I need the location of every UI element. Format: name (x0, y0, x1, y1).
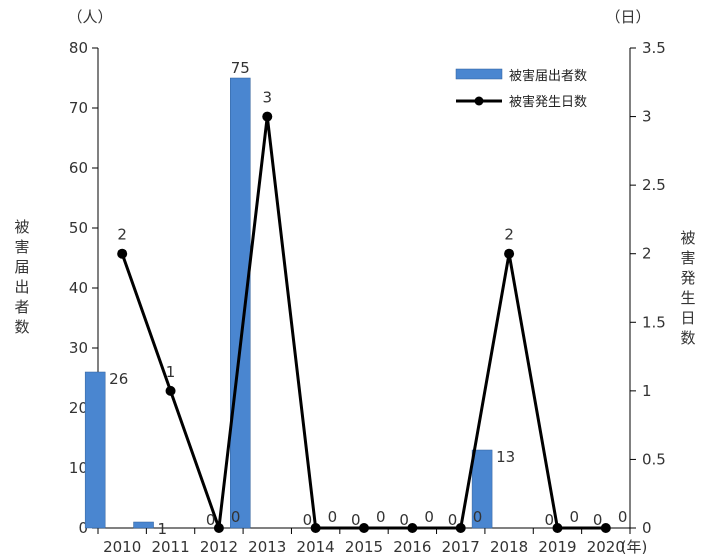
right-tick-label: 0 (642, 519, 652, 537)
line-point (455, 523, 466, 533)
x-tick-label: 2019 (538, 538, 576, 556)
bar-value-label: 26 (109, 370, 128, 388)
right-tick-label: 2 (642, 245, 652, 263)
line-value-label: 0 (328, 508, 338, 526)
bar-value-label: 0 (593, 511, 603, 529)
line-value-label: 0 (618, 508, 628, 526)
x-tick-label: 2012 (200, 538, 238, 556)
line-path (120, 116, 606, 530)
left-axis-title: 被害届出者数 (14, 218, 29, 336)
bar-value-label: 13 (496, 448, 515, 466)
x-tick-label: 2016 (393, 538, 431, 556)
x-tick-label: 2017 (442, 538, 480, 556)
line-value-label: 1 (166, 363, 176, 381)
bar-value-label: 0 (206, 511, 216, 529)
bar-value-label: 0 (351, 511, 361, 529)
left-tick-label: 40 (69, 279, 88, 297)
right-axis-unit: （日） (605, 8, 650, 26)
left-tick-label: 80 (69, 39, 88, 57)
line-point (117, 248, 128, 259)
line-value-label: 0 (569, 508, 579, 526)
right-tick-label: 0.5 (642, 450, 666, 468)
left-tick-label: 10 (69, 459, 88, 477)
left-tick-label: 60 (69, 159, 88, 177)
left-tick-label: 30 (69, 339, 88, 357)
legend-bar-swatch (455, 68, 503, 80)
line-value-label: 2 (504, 226, 514, 244)
right-axis-title: 被害発生日数 (680, 229, 695, 347)
line-point (552, 523, 563, 533)
left-tick-label: 20 (69, 399, 88, 417)
line-value-label: 0 (424, 508, 434, 526)
legend-bar-label: 被害届出者数 (509, 68, 587, 84)
line-series (117, 111, 611, 533)
x-tick-label: 2013 (248, 538, 286, 556)
left-tick-label: 50 (69, 219, 88, 237)
bar (84, 371, 106, 529)
line-value-label: 2 (117, 226, 127, 244)
x-axis-unit: (年) (621, 538, 648, 556)
bar-value-label: 0 (544, 511, 554, 529)
right-tick-label: 1 (642, 382, 652, 400)
left-tick-label: 0 (78, 519, 88, 537)
bar-value-label: 75 (231, 59, 250, 77)
right-tick-label: 1.5 (642, 313, 666, 331)
left-tick-label: 70 (69, 99, 88, 117)
x-tick-label: 2015 (345, 538, 383, 556)
x-tick-label: 2018 (490, 538, 528, 556)
line-point (359, 523, 369, 533)
x-tick-label: 2010 (103, 538, 141, 556)
bar (230, 77, 251, 529)
line-value-label: 0 (376, 508, 386, 526)
line-value-label: 0 (231, 508, 241, 526)
legend: 被害届出者数 被害発生日数 (455, 68, 587, 110)
bar-value-label: 0 (448, 511, 458, 529)
bar-series (84, 77, 493, 529)
line-point (407, 523, 418, 533)
x-tick-label: 2011 (151, 538, 189, 556)
line-point (213, 523, 224, 533)
line-point (504, 248, 515, 259)
line-value-label: 3 (262, 89, 272, 107)
bar-value-label: 0 (399, 511, 409, 529)
left-axis-unit: （人） (67, 8, 112, 26)
right-tick-label: 2.5 (642, 176, 666, 194)
line-point (600, 523, 611, 533)
right-tick-label: 3 (642, 108, 652, 126)
line-point (165, 385, 176, 396)
line-value-label: 0 (473, 508, 483, 526)
x-tick-label: 2020 (587, 538, 625, 556)
bar (471, 449, 493, 529)
legend-line-label: 被害発生日数 (509, 94, 587, 110)
bar-value-label: 0 (303, 511, 313, 529)
line-point (262, 111, 273, 122)
bar (133, 521, 154, 529)
legend-line-marker (474, 96, 484, 106)
bar-value-label: 1 (158, 520, 168, 538)
right-tick-label: 3.5 (642, 39, 666, 57)
x-tick-label: 2014 (297, 538, 335, 556)
line-point (310, 523, 321, 533)
